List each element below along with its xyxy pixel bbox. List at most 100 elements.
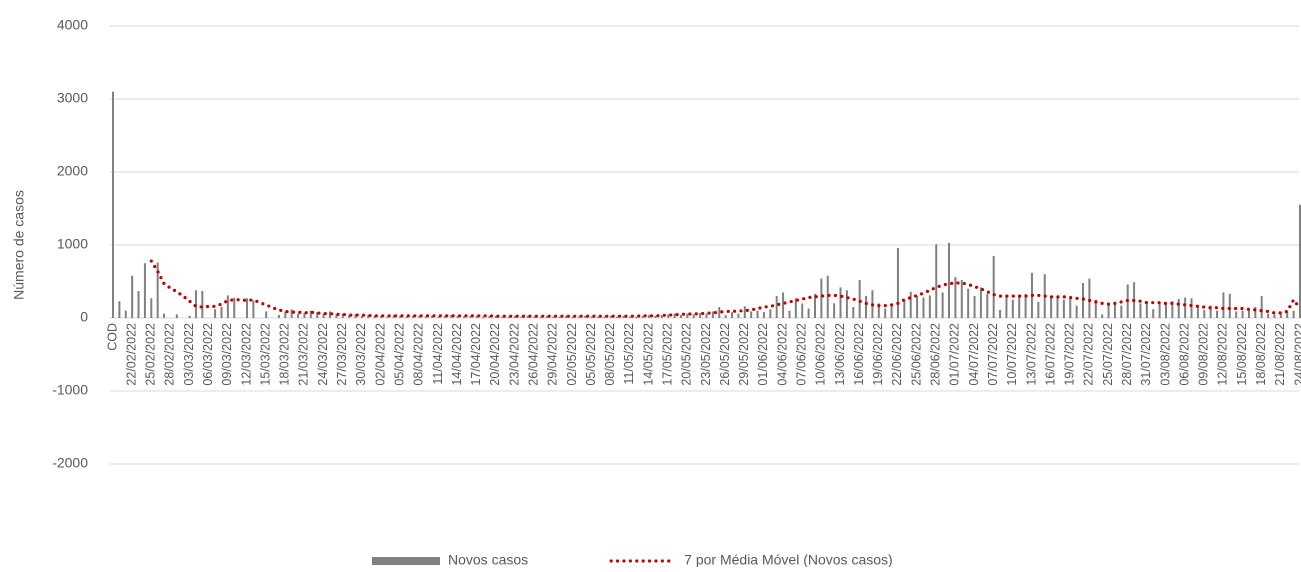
bar	[1005, 296, 1008, 318]
bar	[590, 316, 593, 318]
bar	[124, 310, 127, 318]
bar	[628, 316, 631, 318]
x-tick-label: 05/04/2022	[392, 323, 406, 386]
bar	[616, 316, 619, 318]
bar	[565, 315, 568, 318]
bar	[845, 290, 848, 318]
bar	[654, 315, 657, 318]
bar	[373, 315, 376, 318]
bar	[584, 315, 587, 318]
x-tick-label: 21/08/2022	[1273, 323, 1287, 386]
x-tick-label: 03/08/2022	[1158, 323, 1172, 386]
bar	[999, 309, 1002, 318]
bar	[737, 313, 740, 318]
legend-swatch	[372, 557, 440, 565]
bar	[437, 316, 440, 318]
bar	[673, 313, 676, 318]
bar	[1184, 297, 1187, 318]
bar	[488, 315, 491, 318]
bar	[501, 316, 504, 318]
bar	[431, 315, 434, 318]
x-tick-label: 13/06/2022	[833, 323, 847, 386]
x-tick-label: 28/07/2022	[1120, 323, 1134, 386]
bar	[826, 275, 829, 318]
bar	[686, 313, 689, 318]
x-tick-label: 18/08/2022	[1254, 323, 1268, 386]
bar	[973, 296, 976, 318]
bar	[341, 313, 344, 318]
x-tick-label: 16/07/2022	[1043, 323, 1057, 386]
x-tick-label: 05/05/2022	[584, 323, 598, 386]
bar	[577, 316, 580, 318]
bar	[443, 315, 446, 318]
bar	[909, 291, 912, 318]
legend-label: Novos casos	[448, 552, 528, 567]
bar	[679, 315, 682, 318]
x-tick-label: 20/05/2022	[680, 323, 694, 386]
x-tick-label: 24/08/2022	[1292, 323, 1301, 386]
bar	[418, 315, 421, 318]
bar	[494, 315, 497, 318]
x-tick-label: 08/05/2022	[603, 323, 617, 386]
bar	[424, 316, 427, 318]
x-tick-label: 15/03/2022	[258, 323, 272, 386]
bar	[1062, 299, 1065, 318]
bar	[194, 290, 197, 318]
bar	[1107, 303, 1110, 318]
bar	[284, 311, 287, 318]
bar	[118, 301, 121, 318]
x-tick-label: 22/06/2022	[890, 323, 904, 386]
x-tick-label: 12/08/2022	[1216, 323, 1230, 386]
bar	[297, 313, 300, 318]
x-tick-label: 29/04/2022	[546, 323, 560, 386]
x-tick-label: 25/07/2022	[1101, 323, 1115, 386]
bar	[750, 311, 753, 318]
bar	[526, 315, 529, 318]
bar	[1279, 312, 1282, 318]
bar	[1139, 303, 1142, 318]
bar	[622, 315, 625, 318]
legend-item: 7 por Média Móvel (Novos casos)	[609, 552, 893, 568]
x-tick-label: 04/06/2022	[775, 323, 789, 386]
bar	[1292, 310, 1295, 318]
x-tick-label: 02/05/2022	[565, 323, 579, 386]
x-tick-label: 01/07/2022	[948, 323, 962, 386]
bar	[246, 298, 249, 318]
bar	[801, 303, 804, 318]
x-tick-label: 06/03/2022	[201, 323, 215, 386]
bar	[1018, 294, 1021, 318]
bar	[277, 315, 280, 318]
bar	[635, 316, 638, 318]
bar	[769, 309, 772, 318]
bar	[1273, 314, 1276, 318]
bar	[1050, 297, 1053, 318]
bar	[233, 297, 236, 318]
bar	[597, 316, 600, 318]
bar	[762, 312, 765, 318]
x-tick-label: 09/03/2022	[220, 323, 234, 386]
bar	[986, 293, 989, 318]
x-tick-label: 14/04/2022	[450, 323, 464, 386]
bar	[552, 316, 555, 318]
x-tick-label: 10/06/2022	[814, 323, 828, 386]
bar	[1069, 299, 1072, 318]
bar	[156, 262, 159, 318]
bar	[1216, 310, 1219, 318]
x-tick-label: 24/03/2022	[316, 323, 330, 386]
x-tick-label: 26/04/2022	[526, 323, 540, 386]
x-tick-label: 08/04/2022	[412, 323, 426, 386]
bar	[252, 300, 255, 318]
x-tick-label: 22/07/2022	[1082, 323, 1096, 386]
x-tick-label: 03/03/2022	[182, 323, 196, 386]
x-tick-label: 26/05/2022	[718, 323, 732, 386]
x-tick-label: 15/08/2022	[1235, 323, 1249, 386]
bar	[131, 275, 134, 318]
bar	[699, 312, 702, 318]
x-tick-label: 11/05/2022	[622, 323, 636, 385]
bar	[475, 315, 478, 318]
x-tick-label: 28/02/2022	[163, 323, 177, 386]
bar	[335, 314, 338, 318]
bar	[1286, 312, 1289, 318]
y-tick-label: 0	[80, 309, 88, 325]
